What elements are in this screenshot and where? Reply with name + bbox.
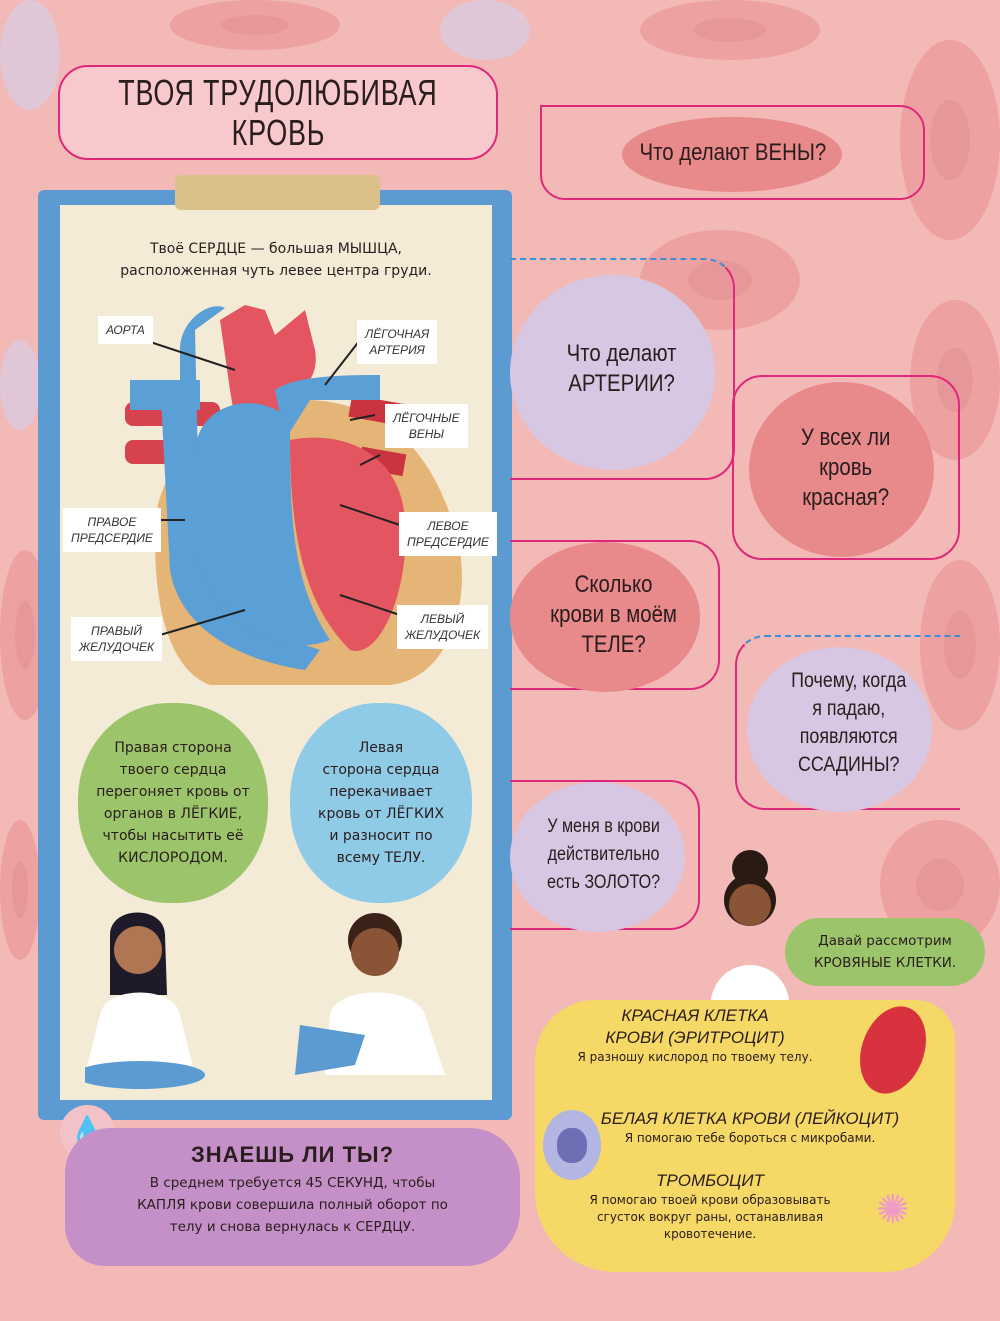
label-left-atrium: ЛЕВОЕ ПРЕДСЕРДИЕ [399, 512, 497, 556]
platelet-entry: ТРОМБОЦИТ Я помогаю твоей крови образовы… [545, 1170, 875, 1243]
right-side-vessel-icon [160, 306, 320, 670]
girl-guide-illustration [710, 850, 790, 1010]
title-line-1: ТВОЯ ТРУДОЛЮБИВАЯ [118, 71, 438, 113]
white-cell-entry: БЕЛАЯ КЛЕТКА КРОВИ (ЛЕЙКОЦИТ) Я помогаю … [585, 1108, 915, 1147]
left-side-speech-bubble: Левая сторона сердца перекачивает кровь … [290, 703, 472, 903]
label-pulmonary-artery: ЛЁГОЧНАЯ АРТЕРИЯ [357, 320, 438, 364]
question-card-blood-volume[interactable]: Сколько крови в моём ТЕЛЕ? [510, 540, 720, 692]
question-blood-volume: Сколько крови в моём ТЕЛЕ? [550, 571, 678, 658]
label-right-ventricle: ПРАВЫЙ ЖЕЛУДОЧЕК [71, 617, 163, 661]
platelet-icon: ✺ [876, 1187, 910, 1233]
label-aorta: АОРТА [98, 316, 153, 344]
did-you-know-box: ЗНАЕШЬ ЛИ ТЫ? В среднем требуется 45 СЕК… [65, 1128, 520, 1266]
nucleus-icon [557, 1127, 587, 1163]
clipboard-clip [175, 175, 380, 210]
label-pulmonary-veins: ЛЁГОЧНЫЕ ВЕНЫ [385, 404, 468, 448]
vena-cava-icon [130, 380, 200, 410]
red-cell-name: КРАСНАЯ КЛЕТКА КРОВИ (ЭРИТРОЦИТ) [605, 1006, 785, 1047]
question-blob [747, 647, 932, 812]
coat-icon [710, 965, 790, 1010]
boy-face-icon [351, 928, 399, 976]
question-blob [622, 117, 842, 192]
kids-illustration [85, 912, 445, 1089]
white-blood-cell-decoration [0, 340, 40, 430]
question-blob [510, 542, 700, 692]
white-cell-name: БЕЛАЯ КЛЕТКА КРОВИ (ЛЕЙКОЦИТ) [600, 1109, 900, 1128]
white-blood-cell-decoration [440, 0, 530, 60]
platelet-name: ТРОМБОЦИТ [656, 1171, 764, 1190]
pulmonary-artery-icon [275, 375, 380, 440]
white-blood-cell-decoration [0, 0, 60, 110]
girl-speech-bubble: Давай рассмотрим КРОВЯНЫЕ КЛЕТКИ. [785, 918, 985, 986]
white-blood-cell-icon [543, 1110, 601, 1180]
red-cell-desc: Я разношу кислород по твоему телу. [577, 1050, 813, 1064]
question-card-scrapes[interactable]: Почему, когда я падаю, появляются ССАДИН… [735, 635, 960, 812]
question-card-blood-color[interactable]: У всех ли кровь красная? [732, 375, 960, 560]
girl-coat-icon [85, 992, 195, 1075]
right-ventricle-icon [195, 403, 330, 646]
question-gold: У меня в крови действительно есть ЗОЛОТО… [547, 816, 661, 893]
red-blood-cell-decoration [0, 820, 40, 960]
question-arteries: Что делают АРТЕРИИ? [566, 340, 677, 397]
question-card-arteries[interactable]: Что делают АРТЕРИИ? [510, 258, 735, 480]
left-ventricle-icon [290, 437, 406, 651]
label-left-ventricle: ЛЕВЫЙ ЖЕЛУДОЧЕК [397, 605, 489, 649]
question-blob [510, 782, 685, 932]
label-right-atrium: ПРАВОЕ ПРЕДСЕРДИЕ [63, 508, 161, 552]
question-blob [749, 382, 934, 557]
red-blood-cell-decoration [170, 0, 340, 50]
heart-intro-text: Твоё СЕРДЦЕ — большая МЫШЦА, расположенн… [120, 241, 432, 279]
red-blood-cell-decoration [900, 40, 1000, 240]
question-scrapes: Почему, когда я падаю, появляются ССАДИН… [790, 668, 907, 776]
page-title: ТВОЯ ТРУДОЛЮБИВАЯ КРОВЬ [58, 65, 498, 160]
did-you-know-title: ЗНАЕШЬ ЛИ ТЫ? [190, 1142, 395, 1167]
girl-legs-icon [85, 1061, 205, 1089]
girl-face-icon [114, 926, 162, 974]
right-side-speech-bubble: Правая сторона твоего сердца перегоняет … [78, 703, 268, 903]
did-you-know-text: В среднем требуется 45 СЕКУНД, чтобы КАП… [137, 1175, 448, 1235]
heart-diagram [119, 305, 462, 685]
boy-legs-icon [295, 1025, 365, 1075]
question-blob [510, 275, 715, 470]
red-blood-cell-decoration [640, 0, 820, 60]
question-card-veins[interactable]: Что делают ВЕНЫ? [540, 105, 925, 200]
platelet-desc: Я помогаю твоей крови образовывать сгуст… [589, 1193, 831, 1241]
title-line-2: КРОВЬ [231, 111, 325, 153]
white-cell-desc: Я помогаю тебе бороться с микробами. [624, 1131, 876, 1145]
question-card-gold[interactable]: У меня в крови действительно есть ЗОЛОТО… [510, 780, 700, 932]
question-blood-color: У всех ли кровь красная? [801, 423, 891, 511]
face-icon [729, 884, 771, 926]
red-cell-entry: КРАСНАЯ КЛЕТКА КРОВИ (ЭРИТРОЦИТ) Я разно… [530, 1005, 860, 1066]
question-veins: Что делают ВЕНЫ? [639, 138, 826, 166]
